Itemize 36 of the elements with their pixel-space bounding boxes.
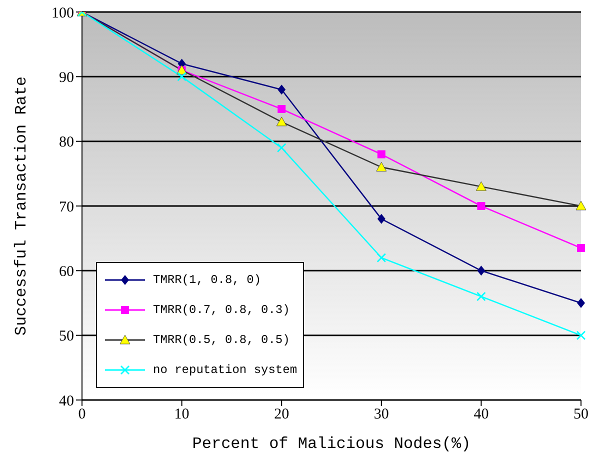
y-tick-label: 60 (59, 264, 74, 280)
point (376, 253, 386, 262)
point (476, 181, 486, 191)
y-tick-label: 100 (52, 5, 74, 22)
y-axis-title: Successful Transaction Rate (12, 76, 31, 336)
y-tick-label: 40 (59, 393, 74, 410)
legend-label: TMRR(1, 0.8, 0) (153, 273, 262, 287)
point (278, 84, 286, 95)
x-tick-label: 20 (274, 406, 290, 423)
y-tick-label: 70 (59, 199, 74, 216)
point (476, 292, 486, 302)
point (477, 202, 486, 210)
x-tick-label: 10 (174, 406, 190, 423)
x-tick-label: 30 (374, 406, 389, 423)
y-tick-label: 50 (59, 328, 74, 345)
y-tick-label: 80 (59, 134, 74, 151)
point (276, 116, 287, 126)
point (576, 330, 586, 340)
point (377, 150, 386, 158)
x-tick-label: 50 (574, 406, 588, 423)
x-tick-label: 40 (474, 406, 489, 423)
point (277, 143, 286, 152)
legend-label: no reputation system (153, 363, 298, 377)
point (376, 162, 387, 172)
point (577, 244, 585, 252)
x-axis-title: Percent of Malicious Nodes(%) (192, 435, 471, 453)
y-tick-label: 90 (59, 70, 74, 86)
point (477, 266, 486, 276)
point (177, 72, 186, 82)
x-tick-label: 0 (78, 406, 86, 423)
point (576, 200, 586, 210)
legend-label: TMRR(0.5, 0.8, 0.5) (153, 333, 290, 347)
point (278, 105, 286, 113)
legend-label: TMRR(0.7, 0.8, 0.3) (153, 303, 290, 317)
point (577, 298, 585, 308)
point (377, 214, 386, 224)
